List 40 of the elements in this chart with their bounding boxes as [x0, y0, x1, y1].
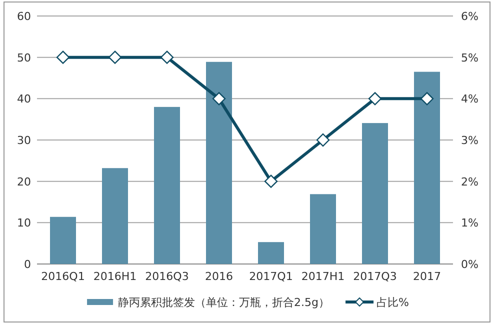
bar: [310, 194, 336, 264]
y2-tick-label: 3%: [461, 134, 478, 147]
x-tick-label: 2016Q1: [41, 270, 85, 283]
y2-tick-label: 6%: [461, 10, 478, 23]
x-tick-label: 2017H1: [301, 270, 345, 283]
bar: [154, 106, 180, 264]
x-tick-label: 2017: [413, 270, 441, 283]
bar: [50, 216, 76, 264]
point: [316, 133, 330, 147]
y2-tick-label: 2%: [461, 175, 478, 188]
x-tick-label: 2016H1: [93, 270, 137, 283]
y-tick-label: 30: [17, 134, 31, 147]
point: [56, 50, 70, 64]
y2-tick-label: 0%: [461, 258, 478, 271]
y-tick-label: 10: [17, 216, 31, 230]
point: [108, 50, 122, 64]
bar: [362, 123, 388, 264]
y2-tick-label: 5%: [461, 51, 478, 64]
legend-label: 静丙累积批签发（单位：万瓶，折合2.5g）: [118, 296, 330, 309]
x-tick-label: 2016Q3: [145, 270, 189, 283]
y-tick-label: 40: [17, 92, 31, 106]
x-tick-label: 2017Q3: [353, 270, 397, 283]
bar: [414, 72, 440, 264]
point: [212, 92, 226, 106]
y-tick-label: 0: [24, 258, 31, 271]
point: [264, 174, 278, 188]
y2-tick-label: 1%: [461, 216, 478, 230]
x-tick-label: 2016: [205, 270, 233, 283]
bar: [206, 62, 232, 264]
bar: [258, 242, 284, 264]
bar: [102, 168, 128, 264]
legend-label: 占比%: [376, 296, 409, 309]
x-tick-label: 2017Q1: [249, 270, 293, 283]
y2-tick-label: 4%: [461, 92, 478, 106]
y-tick-label: 20: [17, 175, 31, 188]
point: [420, 92, 434, 106]
point: [368, 92, 382, 106]
y-tick-label: 60: [17, 10, 31, 23]
point: [160, 50, 174, 64]
y-tick-label: 50: [17, 51, 31, 64]
